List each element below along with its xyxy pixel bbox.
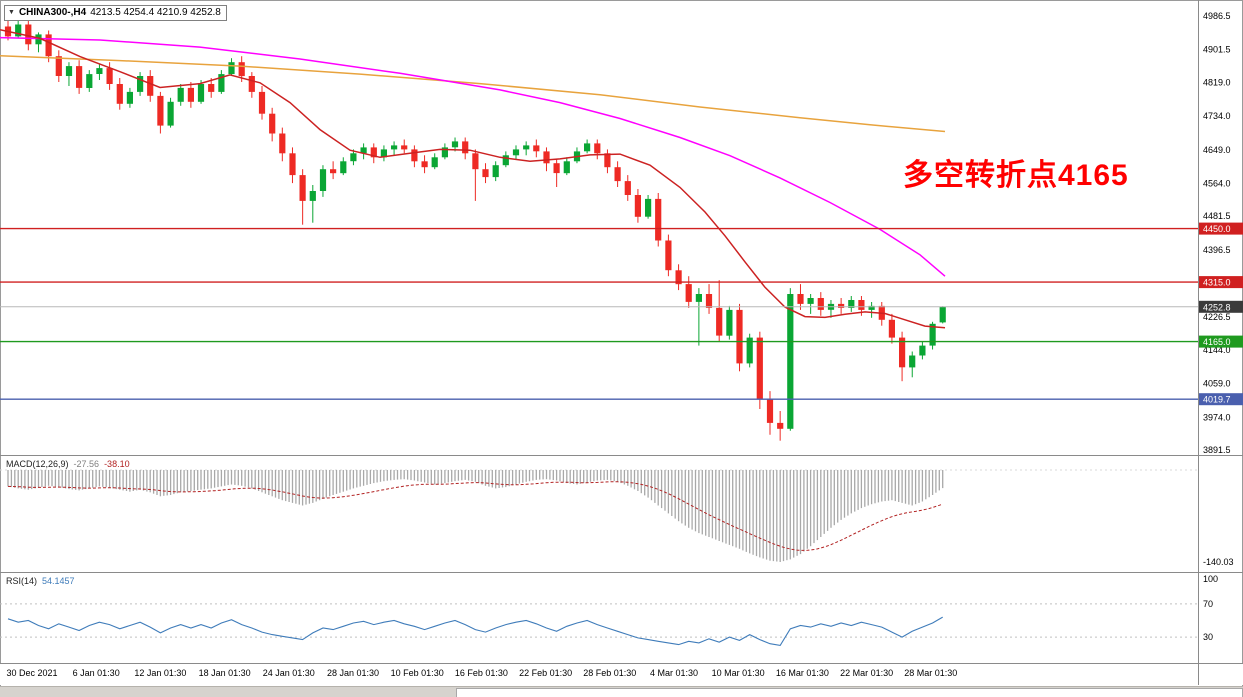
current-price-tag: 4252.8 — [1199, 300, 1243, 313]
svg-text:4144.0: 4144.0 — [1203, 345, 1231, 355]
candles — [4, 16, 946, 441]
price-tag-4450.0: 4450.0 — [1199, 222, 1243, 235]
svg-text:100: 100 — [1203, 574, 1218, 584]
date-label: 6 Jan 01:30 — [72, 668, 120, 678]
svg-text:4901.5: 4901.5 — [1203, 45, 1231, 55]
date-label: 22 Feb 01:30 — [519, 668, 573, 678]
macd-histogram — [7, 470, 944, 562]
macd-indicator-label: MACD(12,26,9) -27.56 -38.10 — [6, 459, 130, 469]
status-bar-panel — [456, 688, 1243, 697]
date-label: 16 Mar 01:30 — [775, 668, 829, 678]
date-label: 4 Mar 01:30 — [649, 668, 699, 678]
svg-text:4059.0: 4059.0 — [1203, 379, 1231, 389]
svg-text:30: 30 — [1203, 632, 1213, 642]
symbol-title: CHINA300-,H4 — [18, 7, 87, 18]
date-label: 28 Jan 01:30 — [326, 668, 380, 678]
date-label: 12 Jan 01:30 — [134, 668, 187, 678]
ma-fast-red — [0, 28, 946, 329]
svg-text:70: 70 — [1203, 599, 1213, 609]
date-label: 10 Mar 01:30 — [711, 668, 765, 678]
svg-text:4396.5: 4396.5 — [1203, 245, 1231, 255]
svg-text:4986.5: 4986.5 — [1203, 11, 1231, 21]
price-tag-4315.0: 4315.0 — [1199, 276, 1243, 289]
status-bar — [0, 686, 1243, 697]
svg-text:3891.5: 3891.5 — [1203, 445, 1231, 455]
svg-text:4165.0: 4165.0 — [1203, 337, 1231, 347]
svg-text:4481.5: 4481.5 — [1203, 211, 1231, 221]
rsi-name: RSI(14) — [6, 576, 38, 586]
svg-text:4315.0: 4315.0 — [1203, 278, 1231, 288]
date-label: 24 Jan 01:30 — [262, 668, 315, 678]
date-label: 10 Feb 01:30 — [390, 668, 444, 678]
price-axis-separator — [1198, 0, 1199, 685]
time-axis-separator — [0, 663, 1243, 664]
ma-slow-orange — [0, 55, 946, 133]
svg-text:4252.8: 4252.8 — [1203, 302, 1231, 312]
date-label: 16 Feb 01:30 — [454, 668, 508, 678]
rsi-value: 54.1457 — [42, 576, 75, 586]
rsi-indicator-label: RSI(14) 54.1457 — [6, 576, 75, 586]
macd-signal-line — [7, 481, 943, 551]
macd-value: -27.56 — [73, 459, 100, 469]
svg-text:4649.0: 4649.0 — [1203, 145, 1231, 155]
ohlc-readout: 4213.5 4254.4 4210.9 4252.8 — [90, 7, 221, 18]
macd-signal-value: -38.10 — [104, 459, 130, 469]
date-label: 28 Feb 01:30 — [583, 668, 637, 678]
svg-text:4734.0: 4734.0 — [1203, 111, 1231, 121]
macd-name: MACD(12,26,9) — [6, 459, 69, 469]
price-tag-4019.7: 4019.7 — [1199, 393, 1243, 406]
svg-text:4819.0: 4819.0 — [1203, 77, 1231, 87]
ma-mid-magenta — [0, 36, 946, 277]
svg-text:4564.0: 4564.0 — [1203, 179, 1231, 189]
rsi-line — [7, 616, 943, 647]
time-axis[interactable]: 30 Dec 2021 6 Jan 01:30 12 Jan 01:30 18 Jan… — [0, 664, 1243, 685]
date-label: 28 Mar 01:30 — [904, 668, 958, 678]
date-label: 18 Jan 01:30 — [198, 668, 251, 678]
macd-chart[interactable]: -140.03 — [0, 456, 1243, 573]
svg-text:4450.0: 4450.0 — [1203, 224, 1231, 234]
macd-axis-min-label: -140.03 — [1203, 557, 1234, 567]
price-chart[interactable]: 4986.5 4901.5 4819.0 4734.0 4649.0 4564.0 4481… — [0, 0, 1243, 456]
pivot-annotation: 多空转折点4165 — [903, 159, 1129, 192]
macd-panel-separator[interactable] — [0, 455, 1243, 456]
date-label: 22 Mar 01:30 — [840, 668, 894, 678]
date-label: 30 Dec 2021 — [6, 668, 58, 678]
svg-text:4019.7: 4019.7 — [1203, 395, 1231, 405]
symbol-dropdown-icon[interactable]: ▼ — [8, 9, 15, 16]
rsi-panel-separator[interactable] — [0, 572, 1243, 573]
symbol-title-box[interactable]: ▼ CHINA300-,H4 4213.5 4254.4 4210.9 4252… — [4, 5, 227, 21]
svg-text:3974.0: 3974.0 — [1203, 412, 1231, 422]
price-tag-4165.0: 4165.0 — [1199, 335, 1243, 348]
svg-text:4226.5: 4226.5 — [1203, 312, 1231, 322]
rsi-chart[interactable]: 100 70 30 — [0, 573, 1243, 663]
